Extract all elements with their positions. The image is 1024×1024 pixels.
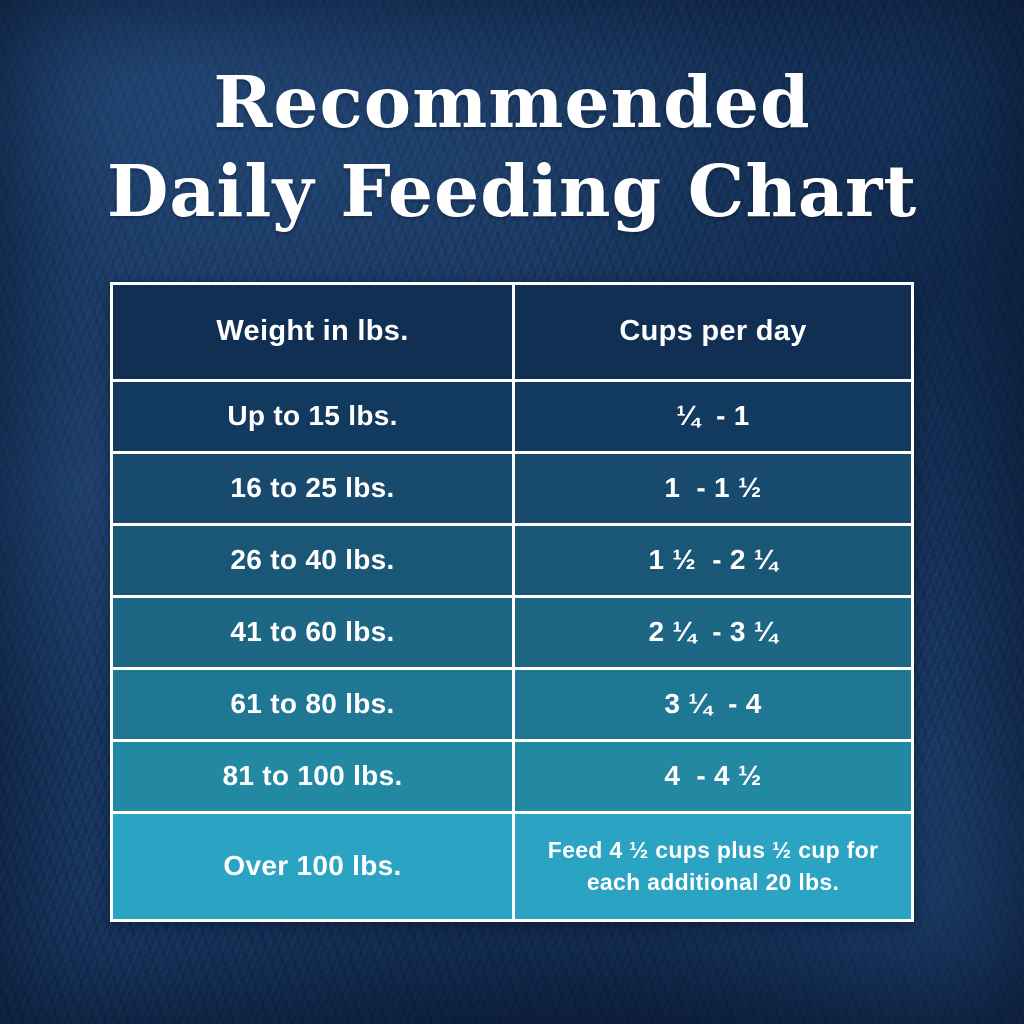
weight-cell: Up to 15 lbs. [227,400,398,431]
table-row: 41 to 60 lbs. 2 ¼ - 3 ¼ [113,594,911,667]
title-line-1: Recommended [213,60,811,144]
cups-cell: 1 ½ - 2 ¼ [512,525,911,595]
table-row: 16 to 25 lbs. 1 - 1 ½ [113,450,911,523]
cups-cell: ¼ - 1 [512,381,911,451]
weight-cell: 16 to 25 lbs. [230,472,395,503]
table-row: Up to 15 lbs. ¼ - 1 [113,378,911,451]
weight-cell: Over 100 lbs. [223,850,402,881]
cups-cell: 1 - 1 ½ [512,453,911,523]
cups-note-cell: Feed 4 ½ cups plus ½ cup for each additi… [512,813,911,919]
feeding-table: Weight in lbs. Cups per day Up to 15 lbs… [110,281,914,922]
page-title: Recommended Daily Feeding Chart [0,0,1024,236]
column-header-cups: Cups per day [512,284,911,379]
title-line-2: Daily Feeding Chart [106,148,918,233]
column-header-weight: Weight in lbs. [216,315,409,347]
table-row: 81 to 100 lbs. 4 - 4 ½ [113,738,911,811]
table-header-row: Weight in lbs. Cups per day [113,284,911,379]
weight-cell: 81 to 100 lbs. [222,760,403,791]
weight-cell: 26 to 40 lbs. [230,544,395,575]
table-row: Over 100 lbs. Feed 4 ½ cups plus ½ cup f… [113,810,911,919]
weight-cell: 61 to 80 lbs. [230,688,395,719]
cups-cell: 3 ¼ - 4 [512,669,911,739]
cups-cell: 2 ¼ - 3 ¼ [512,597,911,667]
weight-cell: 41 to 60 lbs. [230,616,395,647]
cups-cell: 4 - 4 ½ [512,741,911,811]
table-row: 61 to 80 lbs. 3 ¼ - 4 [113,666,911,739]
table-row: 26 to 40 lbs. 1 ½ - 2 ¼ [113,522,911,595]
